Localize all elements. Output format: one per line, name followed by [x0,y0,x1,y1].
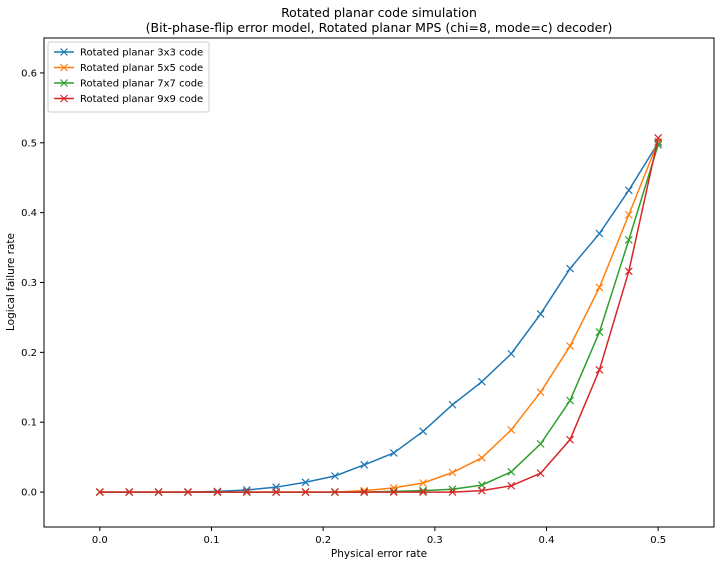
data-point [419,486,428,495]
data-point [536,469,545,478]
plot-area [95,133,663,496]
chart-subtitle: (Bit-phase-flip error model, Rotated pla… [146,20,613,35]
y-ticks: 0.0 0.1 0.2 0.3 0.4 0.5 0.6 [21,68,44,499]
series-4 [95,133,663,496]
data-point [213,488,222,496]
legend-item: Rotated planar 7x7 code [54,79,203,90]
data-point [360,488,369,496]
series-line [99,137,659,493]
x-tick-label: 0.3 [427,535,443,546]
data-point [389,488,398,496]
data-point [95,488,104,496]
y-tick-label: 0.0 [21,488,37,499]
data-point [154,488,163,496]
data-point [624,186,633,195]
y-tick-label: 0.5 [21,138,37,149]
legend-label: Rotated planar 7x7 code [80,79,203,90]
data-point [566,435,574,444]
data-point [330,488,339,496]
y-tick-label: 0.3 [21,278,37,289]
series-3 [95,140,663,496]
legend-marker [60,48,68,56]
x-tick-label: 0.1 [204,535,220,546]
data-point [507,481,516,490]
data-point [595,229,604,238]
data-point [330,472,339,480]
series-line [99,141,659,493]
data-point [566,342,574,350]
x-tick-label: 0.2 [315,535,331,546]
data-point [242,488,251,496]
data-point [477,481,486,490]
data-point [654,133,663,142]
data-point [536,439,545,448]
data-point [507,349,516,358]
legend-box [47,41,210,113]
data-point [595,365,604,374]
y-tick-label: 0.1 [21,418,37,429]
series-1 [95,138,663,496]
y-tick-label: 0.4 [21,208,37,219]
series-line [99,142,659,493]
data-point [477,453,486,462]
y-axis-label: Logical failure rate [5,233,17,331]
data-point [507,425,516,434]
series-2 [95,137,663,496]
legend-label: Rotated planar 5x5 code [80,63,203,74]
chart-title: Rotated planar code simulation [281,5,477,20]
data-point [184,488,192,496]
legend: Rotated planar 3x3 code Rotated planar 5x… [47,41,210,113]
data-point [536,310,545,318]
data-point [595,283,604,292]
data-point [536,388,545,397]
data-point [624,235,633,244]
data-point [448,400,457,409]
data-point [624,267,633,276]
data-point [360,460,369,469]
x-tick-label: 0.5 [650,535,666,546]
data-point [272,488,281,496]
legend-item: Rotated planar 9x9 code [54,94,203,105]
data-point [477,377,486,386]
legend-marker [60,63,68,72]
data-point [507,467,516,476]
data-point [389,449,398,457]
legend-label: Rotated planar 9x9 code [80,94,203,105]
legend-item: Rotated planar 5x5 code [54,63,203,74]
data-point [566,396,574,405]
data-point [125,488,134,496]
x-tick-label: 0.0 [92,535,108,546]
axes-frame [43,37,715,528]
data-point [419,427,428,436]
series-line [99,144,659,493]
legend-marker [60,79,68,87]
legend-item: Rotated planar 3x3 code [54,48,203,59]
y-tick-label: 0.6 [21,68,37,79]
data-point [419,479,428,487]
legend-label: Rotated planar 3x3 code [80,48,203,59]
legend-marker [60,94,68,103]
data-point [624,210,633,219]
data-point [419,488,428,496]
data-point [301,488,310,496]
data-point [595,328,604,337]
data-point [477,486,486,495]
data-point [448,488,457,496]
data-point [301,478,310,487]
data-point [566,264,574,273]
data-point [360,486,369,495]
data-point [448,468,457,477]
x-tick-label: 0.4 [539,535,555,546]
y-tick-label: 0.2 [21,348,37,359]
x-axis-label: Physical error rate [331,548,427,560]
x-ticks: 0.0 0.1 0.2 0.3 0.4 0.5 [92,527,666,546]
